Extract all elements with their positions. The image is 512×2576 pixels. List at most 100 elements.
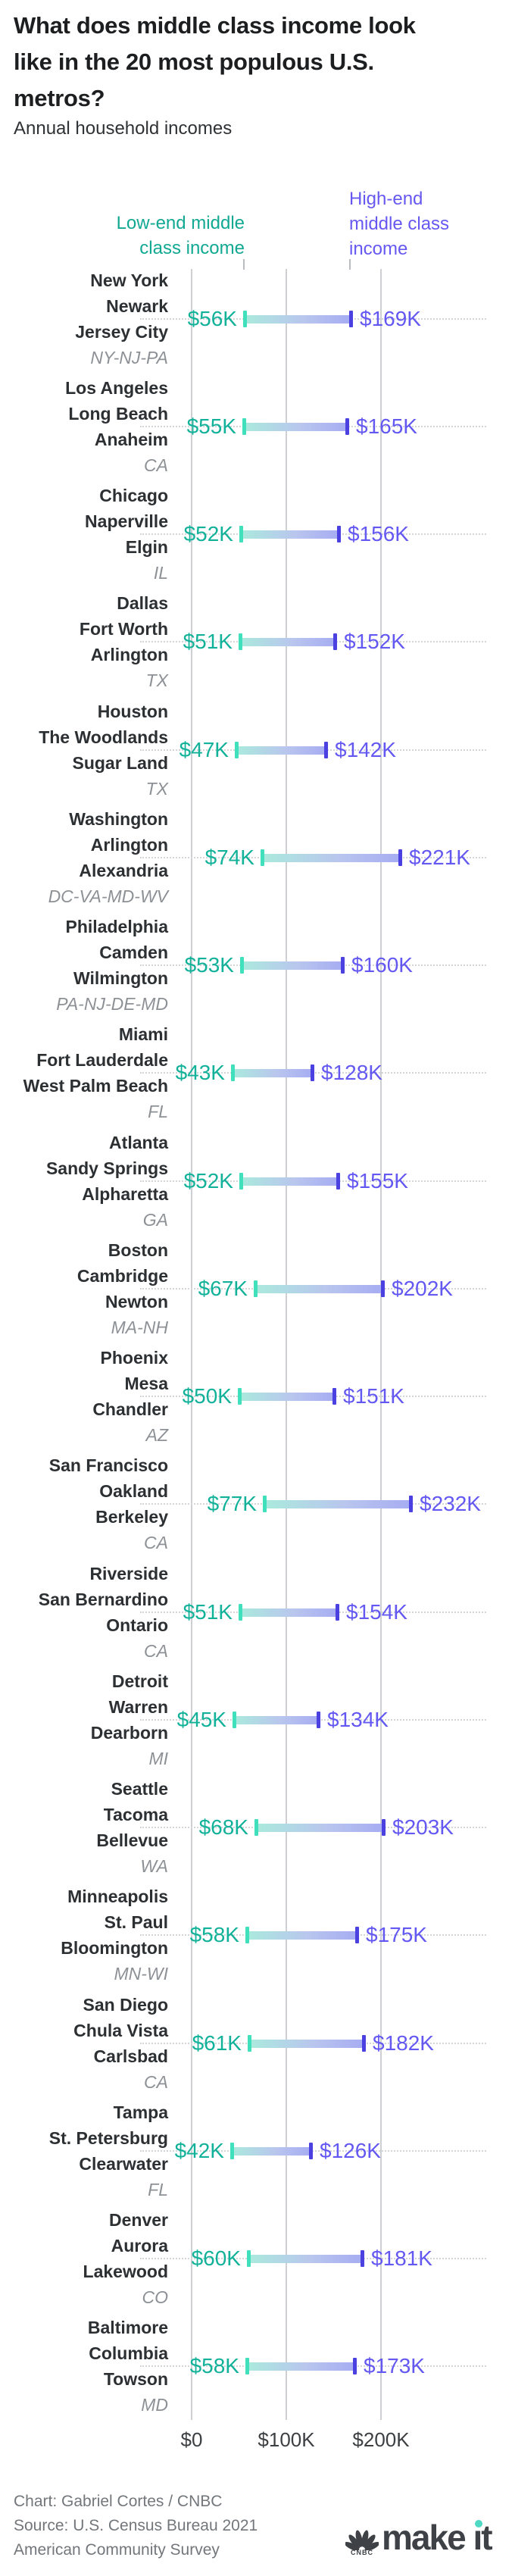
metro-labels: Tampa St. Petersburg Clearwater FL <box>0 2099 168 2202</box>
metro-city: Carlsbad <box>93 2046 168 2066</box>
high-end-cap <box>345 418 349 435</box>
low-value-label: $47K <box>179 738 229 761</box>
metro-city: Arlington <box>90 645 168 664</box>
high-value-label: $151K <box>343 1384 404 1408</box>
legend-low-end-label: Low-end middle class income <box>0 211 245 261</box>
income-range-bar <box>236 746 326 755</box>
income-range-bar <box>241 530 339 539</box>
metro-city: New York <box>90 270 168 290</box>
metro-labels: Minneapolis St. Paul Bloomington MN-WI <box>0 1884 168 1987</box>
income-range-bar <box>239 1393 335 1401</box>
cnbc-peacock-icon <box>345 2530 379 2550</box>
legend-high-pointer-tick <box>349 259 351 270</box>
high-value-label: $126K <box>320 2139 381 2162</box>
high-end-cap <box>398 849 402 866</box>
income-range-bar <box>247 1931 357 1940</box>
income-range-bar <box>240 638 336 646</box>
metro-city: Camden <box>99 943 168 962</box>
gridline <box>286 269 287 2420</box>
income-range-bar <box>249 2040 364 2048</box>
metro-labels: Detroit Warren Dearborn MI <box>0 1668 168 1771</box>
metro-city: Chandler <box>92 1399 168 1419</box>
low-value-label: $51K <box>183 1600 233 1624</box>
make-it-i-dot <box>475 2520 483 2528</box>
low-value-label: $43K <box>175 1061 225 1084</box>
metro-city: Phoenix <box>100 1348 168 1368</box>
low-end-cap <box>245 2358 249 2374</box>
metro-state: FL <box>148 2180 168 2199</box>
high-value-label: $165K <box>356 414 417 438</box>
low-end-cap <box>235 742 239 758</box>
high-end-cap <box>309 2143 313 2159</box>
metro-city: Baltimore <box>87 2318 168 2337</box>
low-end-cap <box>238 1388 242 1405</box>
high-end-cap <box>341 957 345 974</box>
metro-state: NY-NJ-PA <box>90 348 168 367</box>
metro-labels: Denver Aurora Lakewood CO <box>0 2207 168 2310</box>
metro-labels: Atlanta Sandy Springs Alpharetta GA <box>0 1130 168 1233</box>
metro-city: Tacoma <box>103 1805 168 1824</box>
metro-state: CA <box>144 2072 168 2092</box>
high-end-cap <box>337 526 341 542</box>
low-end-cap <box>240 957 244 974</box>
metro-city: Clearwater <box>79 2154 168 2174</box>
metro-city: Berkeley <box>95 1507 168 1527</box>
metro-city: San Diego <box>83 1995 168 2015</box>
metro-state: WA <box>140 1856 168 1876</box>
low-end-cap <box>248 2035 251 2052</box>
high-value-label: $169K <box>360 307 421 330</box>
low-value-label: $56K <box>187 307 237 330</box>
metro-city: Warren <box>108 1697 168 1717</box>
high-end-cap <box>333 633 337 650</box>
low-value-label: $51K <box>183 630 233 653</box>
metro-city: Dallas <box>117 593 168 613</box>
low-value-label: $52K <box>183 522 233 546</box>
metro-city: Sugar Land <box>72 753 168 773</box>
income-range-bar <box>262 854 401 862</box>
x-axis-tick-label-0: $0 <box>180 2428 203 2451</box>
metro-state: MI <box>148 1749 168 1768</box>
metro-city: St. Paul <box>104 1912 168 1932</box>
gridline <box>191 269 192 2420</box>
metro-labels: Riverside San Bernardino Ontario CA <box>0 1561 168 1664</box>
high-value-label: $221K <box>409 846 470 869</box>
metro-city: Chula Vista <box>73 2021 168 2040</box>
low-value-label: $45K <box>176 1708 226 1731</box>
legend-high-end-label: High-end middle class income <box>349 186 512 261</box>
metro-state: GA <box>142 1210 168 1230</box>
high-end-cap <box>353 2358 357 2374</box>
income-range-bar <box>256 1824 384 1832</box>
low-value-label: $55K <box>186 414 236 438</box>
high-end-cap <box>317 1712 320 1728</box>
metro-state: IL <box>153 563 168 583</box>
high-value-label: $156K <box>348 522 409 546</box>
metro-city: Fort Worth <box>79 619 168 639</box>
metro-city: Los Angeles <box>65 378 168 398</box>
metro-city: Oakland <box>99 1481 168 1501</box>
metro-labels: Miami Fort Lauderdale West Palm Beach FL <box>0 1021 168 1124</box>
income-range-bar <box>245 315 351 324</box>
high-end-cap <box>362 2035 366 2052</box>
low-end-cap <box>239 1173 243 1190</box>
metro-labels: Boston Cambridge Newton MA-NH <box>0 1237 168 1340</box>
low-end-cap <box>263 1496 267 1512</box>
low-value-label: $50K <box>182 1384 232 1408</box>
high-value-label: $173K <box>364 2354 425 2377</box>
metro-labels: Phoenix Mesa Chandler AZ <box>0 1345 168 1448</box>
income-range-bar <box>232 2147 311 2156</box>
low-value-label: $42K <box>174 2139 224 2162</box>
high-end-cap <box>311 1064 314 1081</box>
low-value-label: $53K <box>184 953 234 977</box>
x-axis-tick-label-100k: $100K <box>258 2428 315 2451</box>
metro-city: San Francisco <box>48 1455 168 1475</box>
metro-city: Philadelphia <box>65 917 168 936</box>
metro-state: CA <box>144 1641 168 1661</box>
cnbc-wordmark: CNBC <box>351 2549 373 2556</box>
metro-labels: Chicago Naperville Elgin IL <box>0 483 168 586</box>
high-value-label: $203K <box>392 1815 454 1839</box>
income-range-bar <box>241 1177 339 1186</box>
low-value-label: $67K <box>198 1277 248 1300</box>
high-value-label: $202K <box>392 1277 453 1300</box>
